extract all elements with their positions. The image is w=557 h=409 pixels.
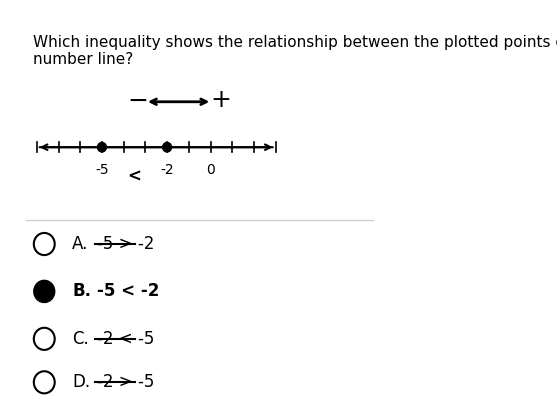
Text: B.: B. [72,283,91,301]
Text: D.: D. [72,373,90,391]
Text: -5 < -2: -5 < -2 [96,283,159,301]
Text: -2 < -5: -2 < -5 [96,330,154,348]
Text: -2 > -5: -2 > -5 [96,373,154,391]
Circle shape [97,142,106,152]
Text: $-$: $-$ [128,88,148,112]
Text: $+$: $+$ [209,88,230,112]
Text: 0: 0 [206,163,215,177]
Text: -2: -2 [160,163,174,177]
Text: A.: A. [72,235,89,253]
Circle shape [163,142,172,152]
Circle shape [34,280,55,303]
Text: -5 > -2: -5 > -2 [96,235,154,253]
Text: <: < [128,168,141,186]
Text: C.: C. [72,330,89,348]
Text: -5: -5 [95,163,109,177]
Text: Which inequality shows the relationship between the plotted points on the
number: Which inequality shows the relationship … [33,35,557,67]
